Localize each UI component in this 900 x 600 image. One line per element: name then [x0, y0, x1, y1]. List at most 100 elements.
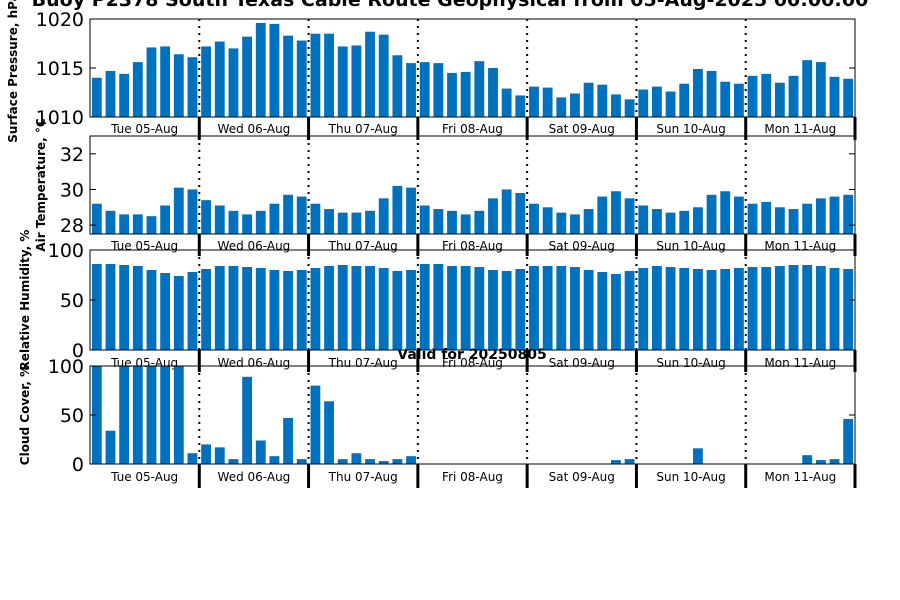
bar: [132, 62, 143, 117]
bar: [406, 187, 416, 234]
bar: [488, 68, 498, 117]
bar: [529, 266, 539, 350]
bar: [160, 205, 171, 234]
x-day-label: Sat 09-Aug: [549, 122, 615, 136]
bar: [351, 45, 362, 117]
x-day-label: Thu 07-Aug: [328, 356, 398, 370]
bar: [119, 366, 130, 464]
bar: [119, 214, 130, 234]
bar: [570, 214, 580, 234]
bar: [337, 459, 348, 464]
plot-frame: [89, 135, 856, 235]
bar: [788, 209, 799, 234]
bar: [406, 270, 416, 350]
bar: [761, 267, 772, 350]
bar: [843, 418, 854, 464]
bar: [365, 210, 375, 234]
bar: [447, 266, 457, 350]
x-day-label: Tue 05-Aug: [110, 122, 178, 136]
bar: [556, 212, 567, 234]
x-day-label: Wed 06-Aug: [218, 239, 291, 253]
bar: [733, 268, 744, 350]
bar: [255, 22, 266, 118]
bar: [146, 216, 157, 234]
bar: [132, 214, 143, 234]
bar: [242, 214, 253, 234]
bar: [91, 264, 102, 350]
bar: [733, 196, 744, 234]
bar: [296, 196, 307, 234]
bar: [583, 209, 594, 234]
bar: [611, 274, 621, 350]
bar: [638, 268, 649, 350]
x-day-label: Mon 11-Aug: [764, 239, 836, 253]
x-day-label: Mon 11-Aug: [764, 356, 836, 370]
bar: [324, 266, 334, 350]
bar: [611, 460, 621, 464]
bar: [378, 34, 389, 117]
bar: [829, 196, 840, 234]
bar: [269, 203, 280, 234]
figure-title: Buoy P2378 South Texas Cable Route Geoph…: [32, 0, 869, 11]
x-day-label: Tue 05-Aug: [110, 239, 178, 253]
bar: [720, 81, 731, 117]
bar: [529, 203, 539, 234]
bar: [529, 86, 539, 117]
bar: [365, 266, 375, 350]
bar: [419, 62, 430, 117]
bar: [802, 265, 813, 350]
y-tick-label: 1020: [36, 9, 84, 31]
bar: [214, 447, 225, 464]
y-tick-label: 0: [72, 454, 84, 476]
bar: [679, 268, 690, 350]
bar: [228, 266, 239, 350]
bar: [474, 210, 485, 234]
bar: [843, 269, 854, 350]
bar: [733, 83, 744, 117]
x-day-label: Fri 08-Aug: [442, 470, 503, 484]
bar: [201, 444, 212, 464]
bar: [132, 366, 143, 464]
x-day-label: Mon 11-Aug: [764, 470, 836, 484]
bar: [201, 269, 212, 350]
bar: [132, 266, 143, 350]
bar: [228, 210, 239, 234]
bar: [187, 189, 198, 234]
bar: [310, 385, 321, 464]
bar: [296, 270, 307, 350]
x-day-label: Sun 10-Aug: [656, 470, 725, 484]
bar: [829, 76, 840, 117]
bar: [692, 68, 703, 117]
bar: [788, 75, 799, 117]
bar: [365, 31, 375, 118]
bar: [283, 271, 293, 350]
bar: [214, 205, 225, 234]
y-tick-label: 100: [48, 240, 84, 262]
bar: [105, 210, 116, 234]
bar: [542, 266, 553, 350]
bar: [843, 194, 854, 234]
bar: [624, 459, 635, 464]
bar: [556, 266, 567, 350]
bar: [611, 94, 621, 117]
x-day-label: Thu 07-Aug: [328, 122, 398, 136]
bar: [597, 84, 608, 117]
x-day-label: Sun 10-Aug: [656, 122, 725, 136]
bar: [406, 63, 416, 117]
bar: [761, 73, 772, 117]
bar: [105, 430, 116, 464]
x-day-label: Wed 06-Aug: [218, 470, 291, 484]
bar: [146, 366, 157, 464]
bar: [665, 267, 676, 350]
bar: [638, 89, 649, 117]
bar: [378, 198, 389, 234]
bar: [351, 453, 362, 464]
y-tick-label: 28: [60, 215, 84, 237]
chart-panel: 0 50 100 Tue 05-Aug Wed 06-Aug Thu 07-Aug Fri …: [18, 356, 857, 488]
bar: [201, 200, 212, 234]
bar: [242, 267, 253, 350]
bar: [474, 267, 485, 350]
bar: [337, 265, 348, 350]
x-day-label: Fri 08-Aug: [442, 122, 503, 136]
